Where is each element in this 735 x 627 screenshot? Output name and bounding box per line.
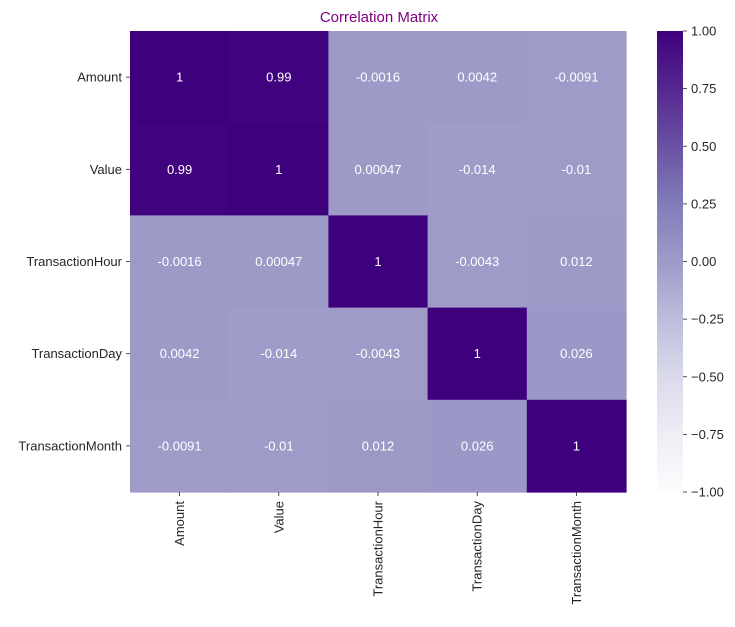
cell-annotation: 0.00047	[355, 162, 402, 177]
heatmap-cell	[526, 307, 627, 401]
cell-annotation: -0.0043	[455, 254, 499, 269]
colorbar-ticks: 1.00 0.75 0.50 0.25 0.00 −0.25 −0.50 −0.75 −1.00	[683, 24, 724, 500]
heatmap-cell	[328, 31, 429, 124]
cell-annotation: 0.012	[362, 438, 395, 453]
colorbar-tick-label: 0.50	[691, 139, 716, 154]
row-labels: Amount Value TransactionHour TransactionDay…	[18, 70, 130, 453]
cell-annotation: 1	[374, 254, 381, 269]
heatmap-cell	[229, 123, 329, 216]
heatmap-cells	[130, 31, 627, 493]
colorbar-gradient	[657, 31, 683, 492]
cell-annotation: -0.0091	[158, 438, 202, 453]
cell-annotation: 1	[275, 162, 282, 177]
column-label: Value	[271, 501, 286, 533]
column-label: Amount	[172, 501, 187, 546]
cell-annotation: 0.0042	[160, 346, 200, 361]
colorbar-tick-label: −0.50	[691, 369, 724, 384]
heatmap-cell	[328, 215, 429, 309]
heatmap-cell	[427, 307, 528, 401]
heatmap-cell	[328, 123, 429, 216]
cell-annotation: -0.0091	[554, 70, 598, 85]
column-label: TransactionMonth	[569, 501, 584, 605]
cell-annotation: 0.0042	[457, 70, 497, 85]
colorbar-tick-label: −0.25	[691, 312, 724, 327]
cell-annotation: 0.99	[266, 70, 291, 85]
cell-annotation: 0.026	[560, 346, 593, 361]
column-label: TransactionDay	[470, 501, 485, 592]
heatmap-cell	[427, 31, 528, 124]
heatmap-cell	[526, 31, 627, 124]
cell-annotation: 1	[474, 346, 481, 361]
heatmap-cell	[130, 215, 230, 309]
heatmap-cell	[229, 31, 329, 124]
cell-annotation: -0.01	[264, 438, 294, 453]
heatmap-cell	[130, 31, 230, 124]
cell-annotation: -0.01	[562, 162, 592, 177]
cell-annotation: 1	[573, 438, 580, 453]
chart-title: Correlation Matrix	[320, 9, 439, 26]
heatmap-cell	[526, 215, 627, 309]
heatmap-cell	[328, 399, 429, 493]
colorbar-tick-label: 1.00	[691, 24, 716, 39]
cell-annotation: 0.00047	[255, 254, 302, 269]
column-label: TransactionHour	[371, 500, 386, 596]
colorbar-tick-label: −1.00	[691, 485, 724, 500]
heatmap-cell	[526, 123, 627, 216]
cell-annotation: 0.99	[167, 162, 192, 177]
heatmap-cell	[427, 215, 528, 309]
row-label: Value	[90, 162, 122, 177]
colorbar	[657, 31, 683, 492]
heatmap-cell	[229, 215, 329, 309]
heatmap-cell	[526, 399, 627, 493]
row-label: TransactionHour	[26, 254, 122, 269]
cell-annotation: 0.026	[461, 438, 494, 453]
heatmap-cell	[130, 123, 230, 216]
cell-annotation: 1	[176, 70, 183, 85]
heatmap-cell	[130, 399, 230, 493]
colorbar-tick-label: 0.25	[691, 196, 716, 211]
row-label: TransactionMonth	[18, 438, 122, 453]
cell-annotation: -0.0043	[356, 346, 400, 361]
colorbar-tick-label: 0.75	[691, 81, 716, 96]
row-label: TransactionDay	[31, 346, 122, 361]
colorbar-tick-label: −0.75	[691, 427, 724, 442]
cell-annotation: -0.0016	[158, 254, 202, 269]
heatmap-annotations: 1 0.99 -0.0016 0.0042 -0.0091 0.99 1 0.00047 -0.…	[158, 70, 599, 454]
heatmap-cell	[328, 307, 429, 401]
cell-annotation: -0.0016	[356, 70, 400, 85]
heatmap-cell	[130, 307, 230, 401]
heatmap-cell	[427, 399, 528, 493]
row-label: Amount	[77, 70, 122, 85]
colorbar-tick-label: 0.00	[691, 254, 716, 269]
heatmap-cell	[229, 307, 329, 401]
cell-annotation: 0.012	[560, 254, 593, 269]
cell-annotation: -0.014	[260, 346, 297, 361]
heatmap-cell	[427, 123, 528, 216]
cell-annotation: -0.014	[459, 162, 496, 177]
heatmap-cell	[229, 399, 329, 493]
column-labels: Amount Value TransactionHour TransactionDay…	[172, 492, 584, 605]
